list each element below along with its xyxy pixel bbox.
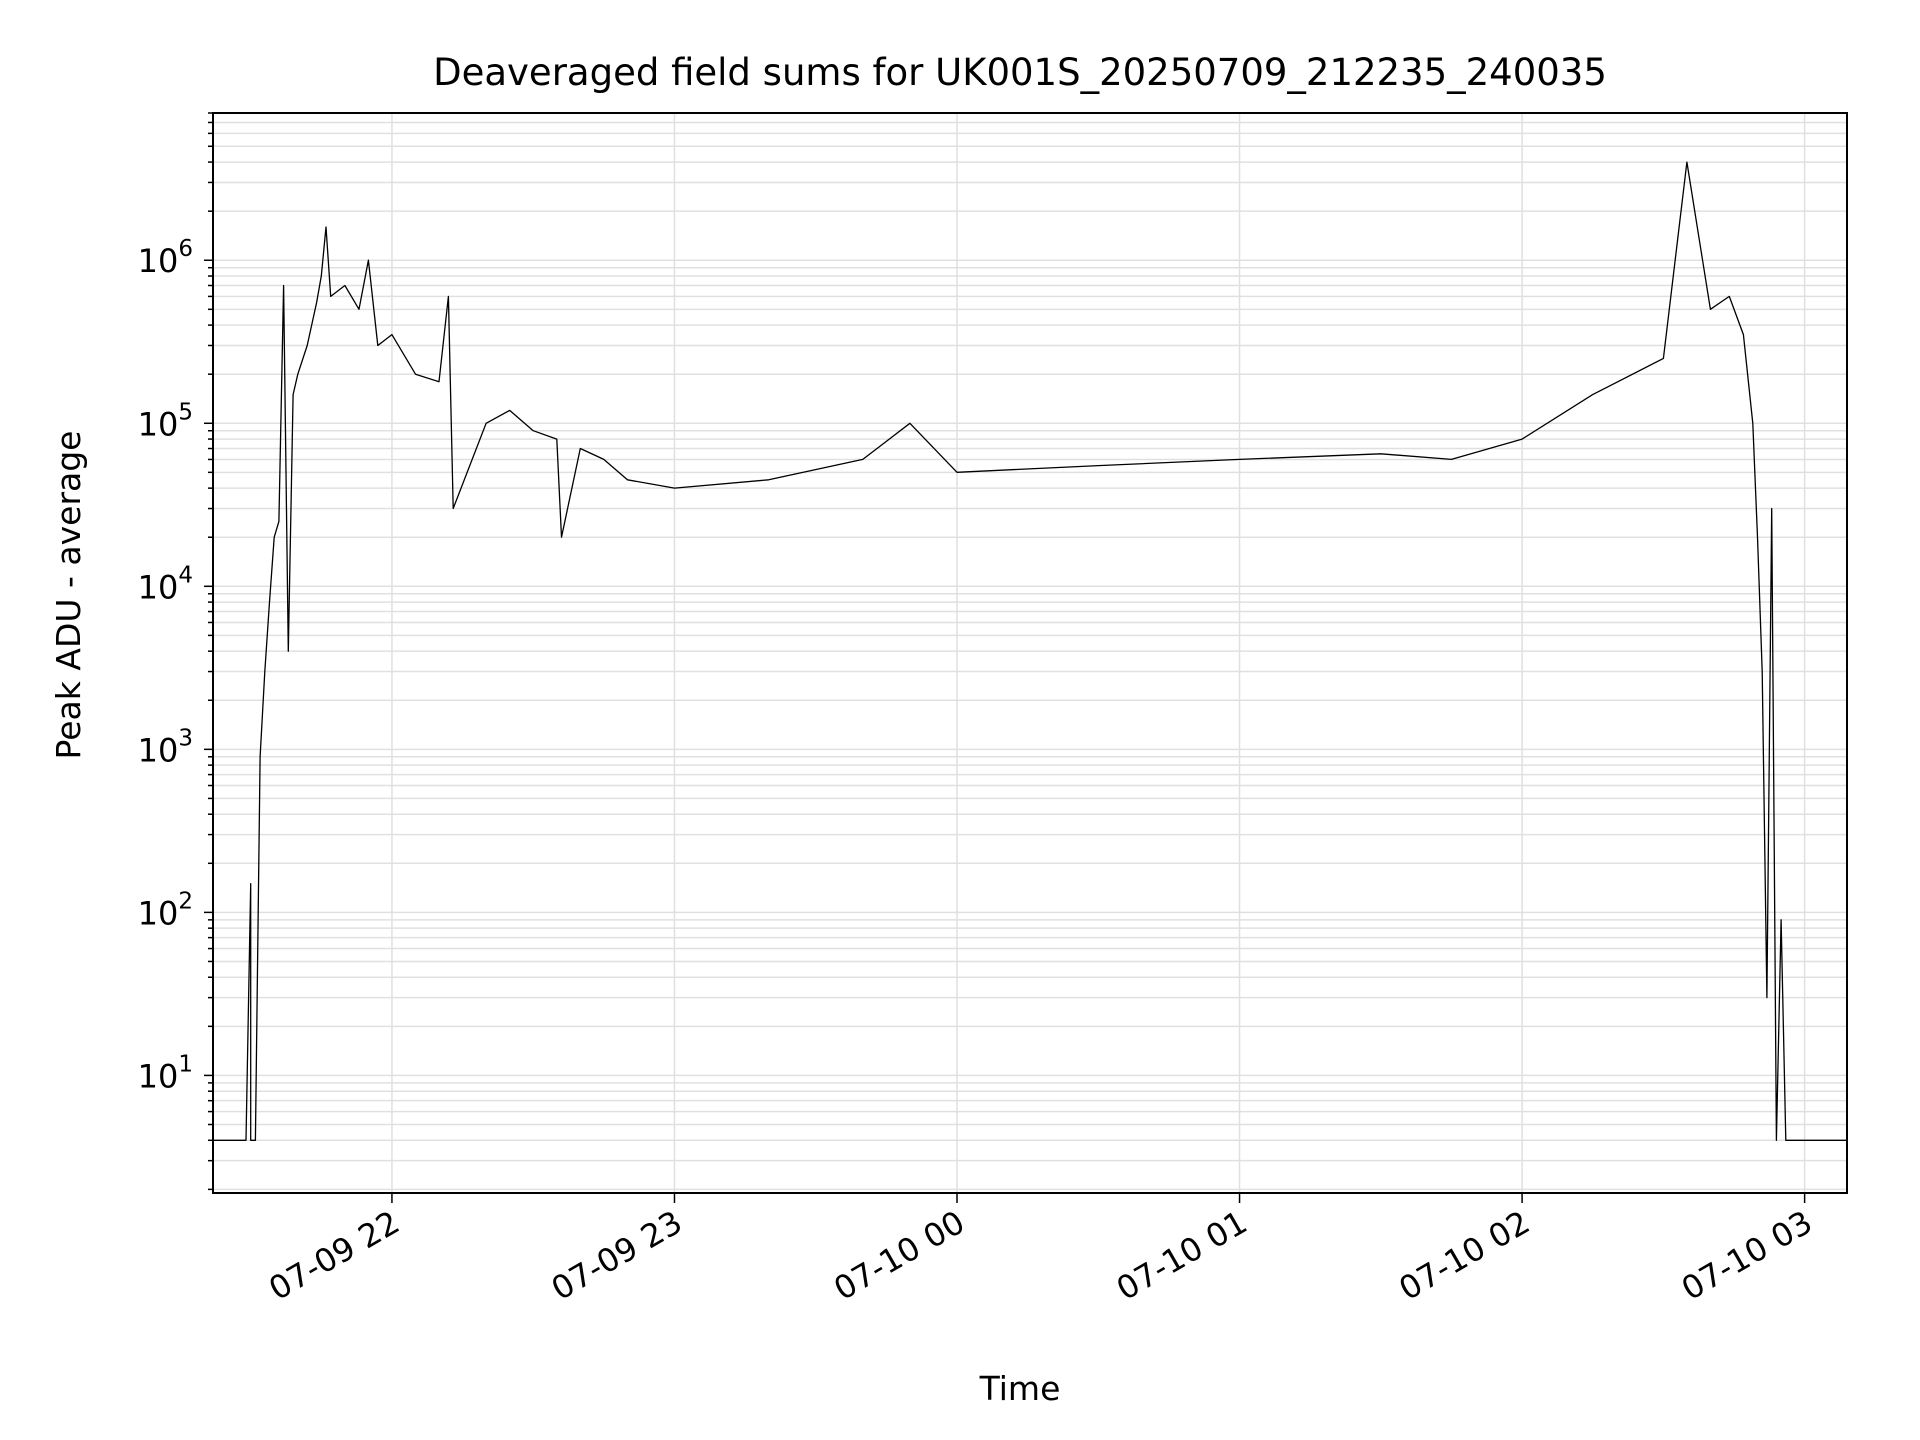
chart-title: Deaveraged field sums for UK001S_2025070…: [433, 51, 1607, 94]
y-tick-label: 103: [138, 725, 193, 769]
y-tick-label: 102: [138, 888, 193, 932]
x-tick-label: 07-10 03: [1675, 1203, 1819, 1308]
grid-lines: [213, 112, 1847, 1193]
x-tick-label: 07-10 00: [827, 1203, 971, 1308]
axis-ticks: 101 102 103 104 105 106 07-09 22 07-09 23 07-10 …: [138, 112, 1819, 1308]
x-axis-label: Time: [979, 1369, 1061, 1408]
data-line: [213, 161, 1847, 1141]
x-tick-label: 07-10 02: [1392, 1203, 1536, 1308]
x-tick-label: 07-10 01: [1110, 1203, 1254, 1308]
y-tick-label: 101: [138, 1051, 193, 1095]
x-tick-label: 07-09 23: [545, 1203, 689, 1308]
y-tick-label: 105: [138, 399, 193, 443]
x-tick-label: 07-09 22: [262, 1203, 406, 1308]
plot-frame: [212, 112, 1848, 1194]
y-axis-label: Peak ADU - average: [49, 431, 88, 760]
y-tick-label: 104: [138, 562, 193, 606]
y-tick-label: 106: [138, 236, 193, 280]
